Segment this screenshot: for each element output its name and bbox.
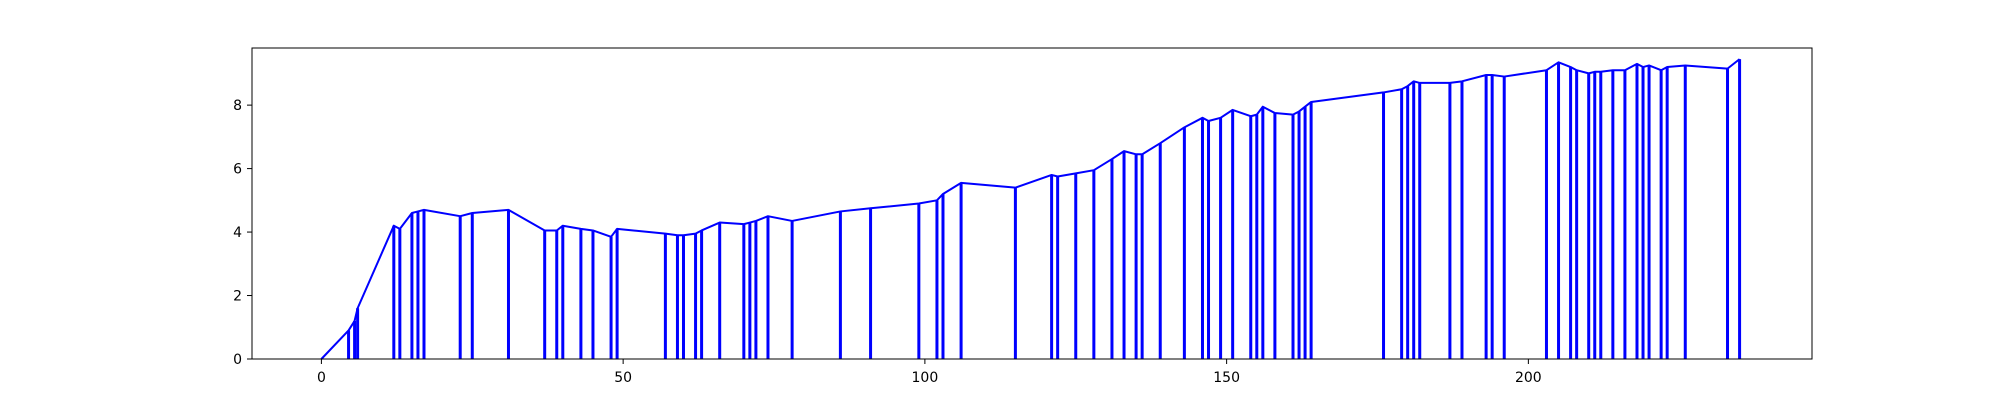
y-tick-label: 0	[233, 352, 242, 368]
x-tick-label: 0	[317, 370, 326, 386]
x-tick-label: 150	[1213, 370, 1240, 386]
y-tick-label: 6	[233, 162, 242, 178]
stem-group	[347, 59, 1742, 359]
axes-frame	[251, 47, 1813, 360]
y-tick-label: 4	[233, 225, 242, 241]
x-axis: 0 50 100 150 200	[317, 359, 1542, 386]
line-group	[320, 58, 1741, 360]
y-tick-label: 2	[233, 289, 242, 305]
series-line	[320, 58, 1741, 360]
y-tick-label: 8	[233, 98, 242, 114]
y-axis: 0 2 4 6 8	[233, 98, 252, 368]
x-tick-label: 100	[912, 370, 939, 386]
x-tick-label: 200	[1515, 370, 1542, 386]
x-tick-label: 50	[614, 370, 632, 386]
